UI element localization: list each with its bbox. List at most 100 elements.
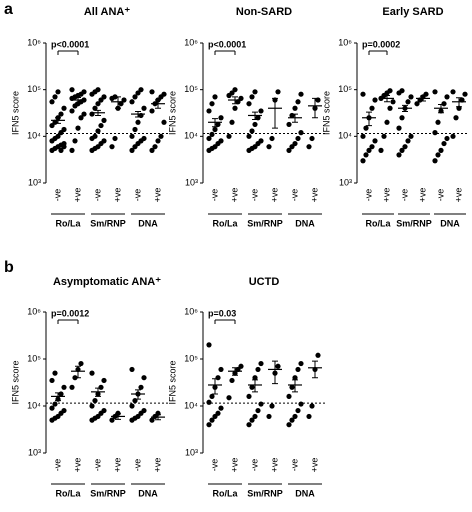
dot (309, 403, 315, 409)
dot (161, 119, 167, 125)
dot (55, 133, 61, 139)
dot (295, 366, 301, 373)
y-tick-label: 10⁴ (184, 131, 198, 141)
dot (132, 94, 138, 100)
x-tick-label: -ve (92, 459, 102, 472)
dot (61, 144, 67, 150)
y-tick-label: 10⁵ (27, 353, 41, 363)
chart-title: Asymptomatic ANA⁺ (53, 276, 161, 288)
dot (258, 360, 264, 367)
dot (309, 135, 315, 142)
dot (218, 115, 224, 121)
dot (109, 417, 115, 423)
dot (258, 108, 264, 114)
y-tick-label: 10³ (185, 447, 198, 457)
dot (129, 366, 135, 373)
x-tick-label: -ve (209, 189, 219, 202)
x-tick-label: -ve (52, 459, 62, 472)
y-tick-label: 10³ (185, 177, 198, 187)
error-bar (384, 94, 390, 103)
dot (423, 91, 429, 97)
group-label: Sm/RNP (247, 488, 283, 498)
dot (453, 115, 459, 121)
error-bar (402, 104, 408, 113)
dot (229, 119, 235, 125)
x-tick-label: +ve (229, 188, 239, 203)
dot (286, 422, 292, 428)
dot (252, 89, 258, 95)
dot (399, 115, 405, 121)
chart-title: All ANA⁺ (84, 6, 131, 18)
dot (209, 393, 215, 400)
dot (387, 88, 393, 94)
dot (115, 410, 121, 416)
dot (390, 99, 396, 105)
dot (252, 413, 258, 420)
dot (149, 108, 155, 114)
dot (249, 417, 255, 423)
dot (372, 138, 378, 144)
dot (158, 133, 164, 139)
dot (462, 91, 468, 97)
error-bar (420, 95, 426, 102)
y-tick-label: 10⁵ (184, 84, 198, 94)
error-bar (212, 118, 218, 128)
dot (255, 366, 261, 373)
dot (255, 407, 261, 414)
dot (81, 89, 87, 95)
group-label: DNA (295, 218, 315, 228)
dot (363, 125, 369, 131)
dot (402, 144, 408, 150)
x-tick-label: +ve (417, 188, 427, 203)
dot (298, 360, 304, 367)
p-value: p=0.0012 (51, 308, 89, 318)
dot (49, 377, 55, 384)
dot (363, 152, 369, 158)
x-tick-label: -ve (435, 189, 445, 202)
dot (209, 417, 215, 423)
dot (432, 89, 438, 95)
dot (232, 105, 238, 111)
y-tick-label: 10⁶ (338, 37, 352, 47)
dot (378, 147, 384, 153)
dot (49, 122, 55, 129)
error-bar (135, 389, 141, 400)
y-axis-label: IFN5 score (167, 91, 177, 135)
dot (450, 89, 456, 95)
dot (58, 147, 64, 153)
dot (369, 105, 375, 111)
chart-title: Non-SARD (236, 6, 292, 18)
x-tick-label: +ve (229, 458, 239, 473)
dot (286, 147, 292, 153)
error-bar (155, 99, 161, 109)
x-tick-label: -ve (52, 189, 62, 202)
dot (69, 108, 75, 114)
p-value: p=0.0002 (362, 39, 400, 49)
y-tick-label: 10⁴ (338, 131, 352, 141)
dot (81, 111, 87, 117)
error-bar (55, 117, 61, 124)
dot (78, 115, 84, 121)
dot (229, 377, 235, 384)
dot (206, 108, 212, 114)
dot (249, 384, 255, 390)
dot (399, 88, 405, 94)
dot (161, 91, 167, 97)
dot (258, 138, 264, 144)
x-tick-label: -ve (249, 189, 259, 202)
dot (360, 133, 366, 139)
y-tick-label: 10⁶ (184, 306, 198, 316)
x-tick-label: +ve (309, 188, 319, 203)
dot (49, 405, 55, 411)
dot (360, 91, 366, 97)
p-value: p<0.0001 (51, 39, 89, 49)
dot (269, 403, 275, 409)
error-bar (456, 97, 462, 108)
dot (149, 417, 155, 423)
dot (49, 99, 55, 105)
dot (226, 133, 232, 139)
group-label: DNA (138, 218, 158, 228)
group-label: Ro/La (212, 488, 238, 498)
y-axis-label: IFN5 score (321, 91, 331, 135)
error-bar (95, 109, 101, 116)
